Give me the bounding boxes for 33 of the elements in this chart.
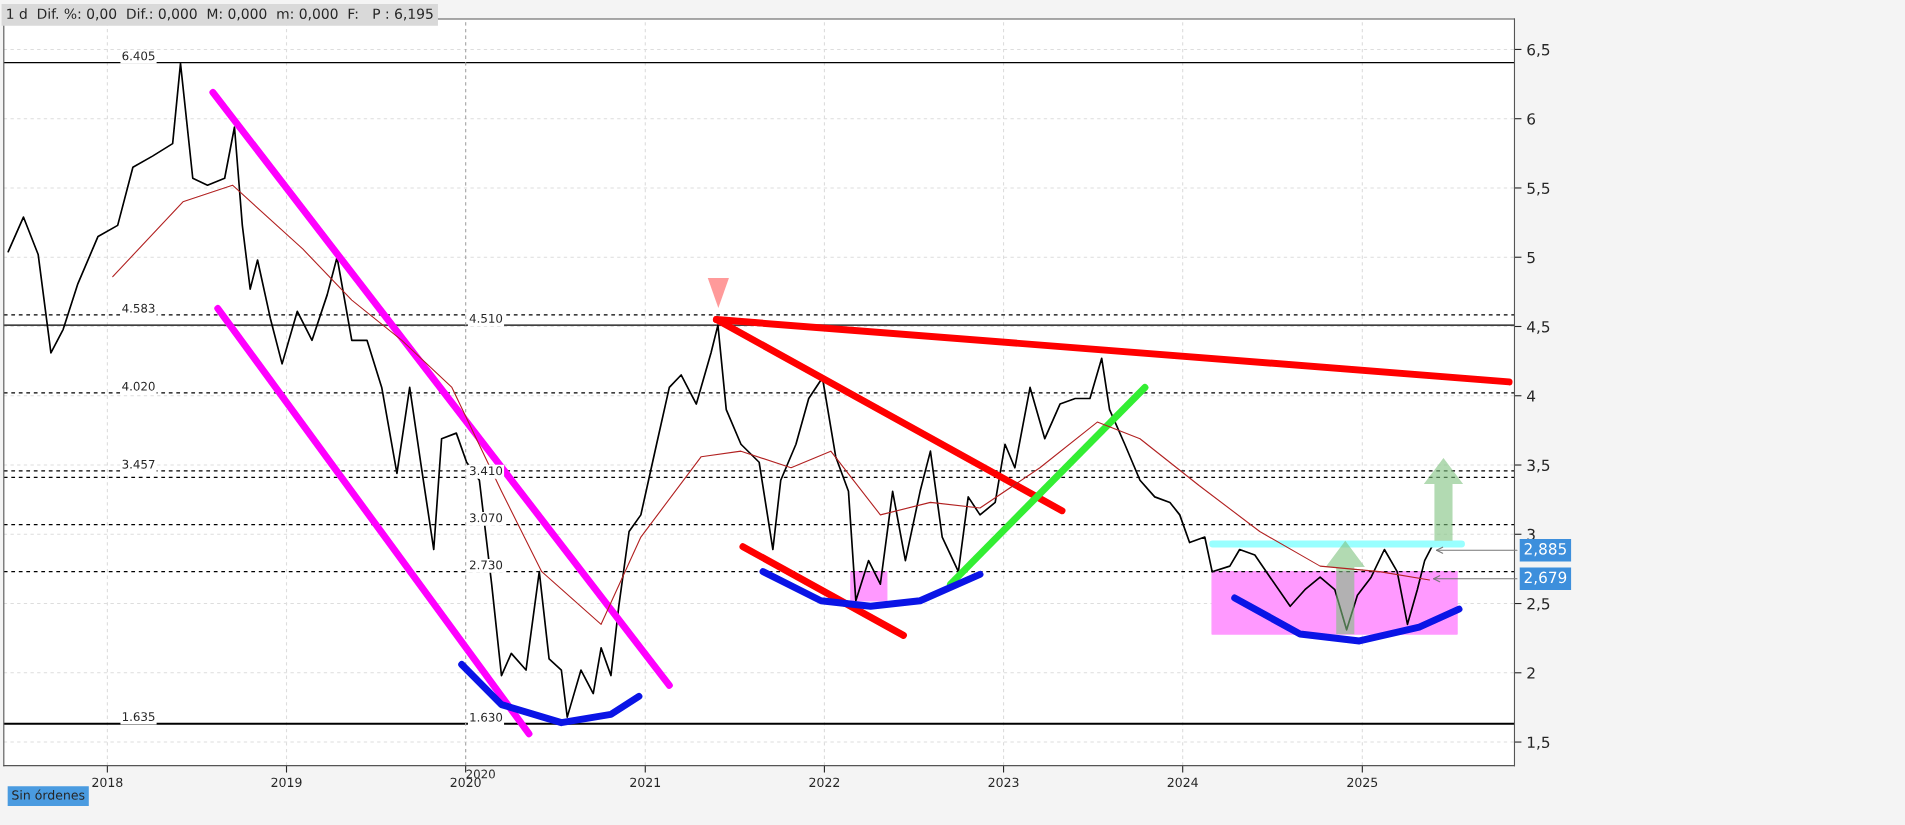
ref-line-label: 6.405	[122, 51, 155, 61]
text: Sin órdenes	[12, 789, 85, 800]
x-tick-label: 2025	[1347, 777, 1378, 788]
x-tick-label: 2023	[988, 777, 1019, 788]
y-tick-label: 5,5	[1527, 182, 1550, 196]
ref-line-label: 1.635	[122, 712, 155, 722]
ref-line-label: 3.410	[469, 466, 503, 476]
ref-line-label: 4.510	[469, 313, 503, 323]
y-tick-label: 2	[1527, 667, 1535, 679]
x-tick-label: 2024	[1167, 777, 1198, 788]
x-tick-label: 2020	[450, 777, 481, 788]
annotation: 2,885	[1524, 543, 1566, 557]
ref-line-label: 2020	[466, 769, 495, 779]
y-tick-label: 2,5	[1527, 598, 1550, 612]
ref-line-label: 4.583	[122, 303, 155, 313]
ref-line-label: 1.630	[470, 712, 503, 722]
ref-line-label: 3.457	[122, 459, 155, 469]
x-tick-label: 2021	[630, 777, 661, 788]
ref-line-label: 2.730	[469, 560, 503, 570]
ref-line-label: 3.070	[469, 513, 503, 523]
y-tick-label: 5	[1527, 251, 1535, 264]
y-tick-label: 4,5	[1527, 321, 1550, 335]
x-tick-label: 2022	[809, 777, 840, 788]
annotation: 2,679	[1524, 571, 1567, 585]
chart-title: 1 d Dif. %: 0,00 Dif.: 0,000 M: 0,000 m: 0,000 F: P : 6,195	[7, 8, 433, 21]
ref-line-label: 4.020	[122, 381, 155, 391]
x-tick-label: 2018	[92, 777, 123, 788]
y-tick-label: 6,5	[1527, 43, 1550, 58]
y-tick-label: 1,5	[1527, 736, 1550, 750]
x-tick-label: 2019	[271, 777, 302, 788]
y-tick-label: 6	[1527, 113, 1536, 125]
y-tick-label: 3,5	[1527, 459, 1550, 473]
y-tick-label: 4	[1527, 390, 1536, 402]
